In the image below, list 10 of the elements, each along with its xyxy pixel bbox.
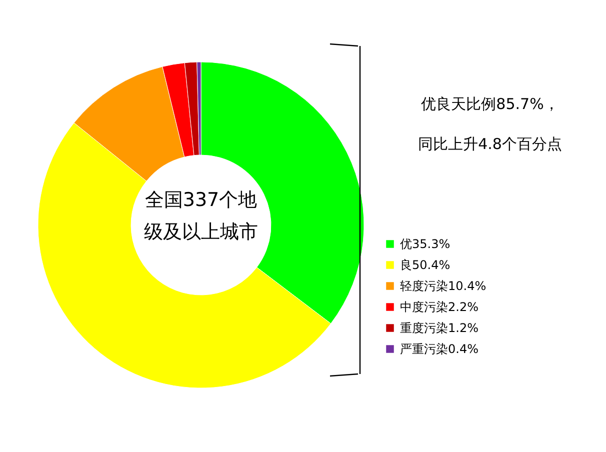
text: 优良天比例85.7%， [421, 95, 559, 113]
legend-label: 中度污染2.2% [400, 300, 478, 314]
text: 全国337个地 [144, 189, 258, 211]
legend-label: 重度污染1.2% [400, 321, 478, 335]
legend-label: 优35.3% [400, 237, 450, 251]
legend-label: 严重污染0.4% [400, 342, 478, 356]
legend-label: 良50.4% [400, 258, 450, 272]
legend-label: 轻度污染10.4% [400, 279, 486, 293]
text: 级及以上城市 [144, 221, 258, 243]
text: 同比上升4.8个百分点 [418, 135, 562, 153]
